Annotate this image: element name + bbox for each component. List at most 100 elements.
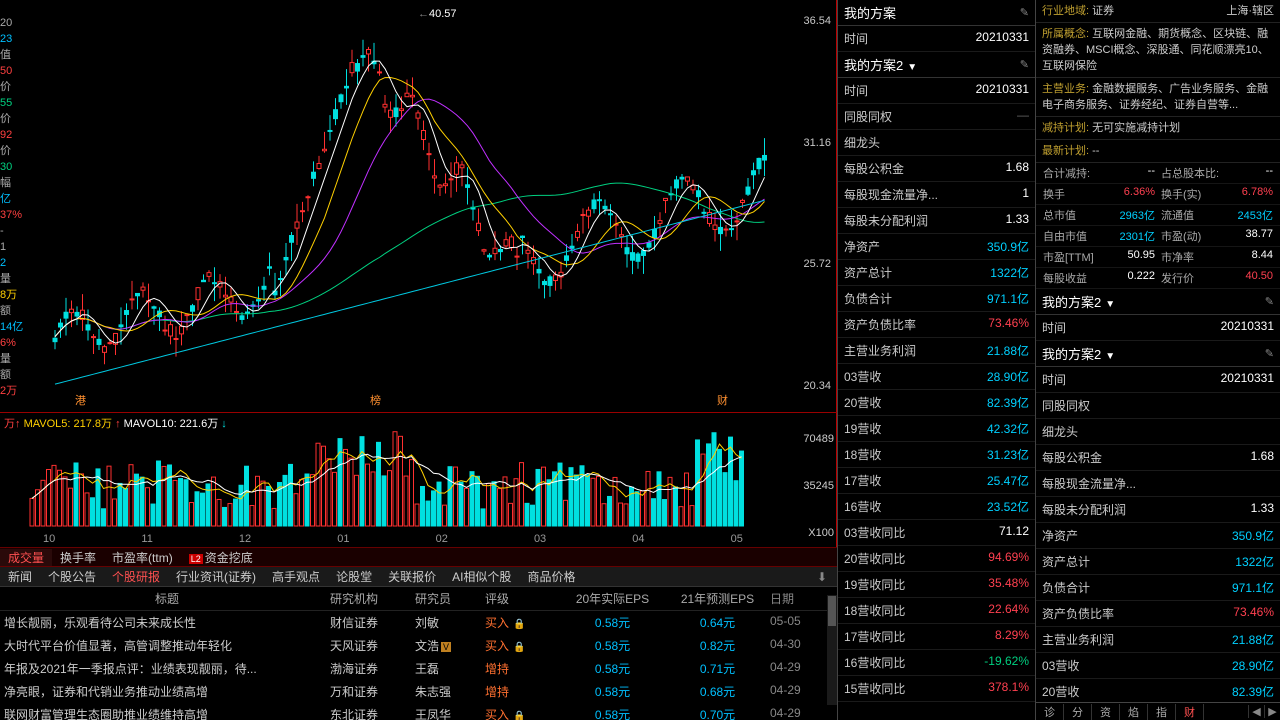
data-row: 同股同权— bbox=[838, 104, 1035, 130]
volume-axis: 70489 35245 X100 bbox=[803, 433, 834, 574]
news-tab[interactable]: 关联报价 bbox=[380, 568, 444, 585]
news-tab[interactable]: 高手观点 bbox=[264, 568, 328, 585]
financial-column-1: 我的方案 ✎ 时间 20210331 我的方案2▼ ✎ 时间 20210331 … bbox=[837, 0, 1035, 720]
news-tab[interactable]: 新闻 bbox=[0, 568, 40, 585]
indicator-tab[interactable]: 市盈率(ttm) bbox=[104, 549, 181, 566]
data-row: 负债合计971.1亿 bbox=[838, 286, 1035, 312]
data-row: 03营收同比71.12 bbox=[838, 520, 1035, 546]
indicator-tab[interactable]: L2资金挖底 bbox=[181, 549, 261, 566]
edit-icon[interactable]: ✎ bbox=[1265, 347, 1274, 360]
data-row: 17营收25.47亿 bbox=[838, 468, 1035, 494]
scheme-header-4[interactable]: 我的方案2▼ ✎ bbox=[1036, 341, 1280, 367]
news-tab[interactable]: 个股公告 bbox=[40, 568, 104, 585]
data-row: 资产总计1322亿 bbox=[1036, 549, 1280, 575]
time-row: 时间 20210331 bbox=[1036, 367, 1280, 393]
data-row: 03营收28.90亿 bbox=[838, 364, 1035, 390]
data-row: 20营收同比94.69% bbox=[838, 546, 1035, 572]
data-row: 15营收同比378.1% bbox=[838, 676, 1035, 702]
data-row: 同股同权 bbox=[1036, 393, 1280, 419]
data-row: 16营收23.52亿 bbox=[838, 494, 1035, 520]
news-tab[interactable]: AI相似个股 bbox=[444, 568, 519, 585]
indicator-tab[interactable]: 成交量 bbox=[0, 549, 52, 566]
edit-icon[interactable]: ✎ bbox=[1020, 58, 1029, 71]
data-row: 净资产350.9亿 bbox=[838, 234, 1035, 260]
bottom-tab[interactable]: 焰 bbox=[1120, 704, 1148, 720]
nav-arrow[interactable]: ◀ bbox=[1248, 705, 1264, 718]
info-row: 所属概念: 互联网金融、期货概念、区块链、融资融券、MSCI概念、深股通、同花顺… bbox=[1036, 23, 1280, 78]
bottom-tab[interactable]: 资 bbox=[1092, 704, 1120, 720]
data-row: 主营业务利润21.88亿 bbox=[1036, 627, 1280, 653]
scheme-header-1[interactable]: 我的方案 ✎ bbox=[838, 0, 1035, 26]
data-row: 资产负债比率73.46% bbox=[838, 312, 1035, 338]
data-row: 16营收同比-19.62% bbox=[838, 650, 1035, 676]
data-row: 每股现金流量净...1 bbox=[838, 182, 1035, 208]
data-row: 20营收82.39亿 bbox=[1036, 679, 1280, 702]
right-panel: 我的方案 ✎ 时间 20210331 我的方案2▼ ✎ 时间 20210331 … bbox=[837, 0, 1280, 720]
bottom-tab[interactable]: 诊 bbox=[1036, 704, 1064, 720]
edit-icon[interactable]: ✎ bbox=[1265, 295, 1274, 308]
info-row: 最新计划: -- bbox=[1036, 140, 1280, 163]
scheme-header-2[interactable]: 我的方案2▼ ✎ bbox=[838, 52, 1035, 78]
data-row: 每股公积金1.68 bbox=[838, 156, 1035, 182]
table-header: 标题 研究机构 研究员 评级 20年实际EPS 21年预测EPS 日期 bbox=[0, 587, 837, 611]
data-row: 细龙头 bbox=[838, 130, 1035, 156]
time-row: 时间 20210331 bbox=[838, 26, 1035, 52]
data-row: 18营收同比22.64% bbox=[838, 598, 1035, 624]
nav-arrow[interactable]: ▶ bbox=[1264, 705, 1280, 718]
data-row: 负债合计971.1亿 bbox=[1036, 575, 1280, 601]
table-row[interactable]: 大时代平台价值显著，高管调整推动年轻化天风证券文浩V买入🔒0.58元0.82元0… bbox=[0, 634, 837, 657]
news-tab[interactable]: 商品价格 bbox=[519, 568, 583, 585]
volume-panel[interactable]: 万↑ MAVOL5: 217.8万 ↑ MAVOL10: 221.6万 ↓ 70… bbox=[0, 412, 837, 547]
info-row: 行业地域: 证券 上海·辖区 bbox=[1036, 0, 1280, 23]
mavol10-label: MAVOL10: 221.6万 bbox=[124, 418, 219, 430]
metric-row: 市盈[TTM]50.95市净率8.44 bbox=[1036, 247, 1280, 268]
data-row: 资产负债比率73.46% bbox=[1036, 601, 1280, 627]
data-row: 20营收82.39亿 bbox=[838, 390, 1035, 416]
left-axis-labels: 2023值50价55价92价30幅亿37%-12量8万额14亿6%量额2万 bbox=[0, 15, 23, 399]
edit-icon[interactable]: ✎ bbox=[1020, 6, 1029, 19]
research-table: 标题 研究机构 研究员 评级 20年实际EPS 21年预测EPS 日期 增长靓丽… bbox=[0, 587, 837, 720]
table-row[interactable]: 增长靓丽，乐观看待公司未来成长性财信证券刘敏买入🔒0.58元0.64元05-05 bbox=[0, 611, 837, 634]
indicator-tab[interactable]: 换手率 bbox=[52, 549, 104, 566]
data-row: 每股未分配利润1.33 bbox=[838, 208, 1035, 234]
data-row: 19营收同比35.48% bbox=[838, 572, 1035, 598]
price-tick: 31.16 bbox=[792, 137, 834, 149]
news-tab[interactable]: 行业资讯(证券) bbox=[168, 568, 264, 585]
download-icon[interactable]: ⬇ bbox=[817, 570, 827, 584]
bottom-tab[interactable]: 指 bbox=[1148, 704, 1176, 720]
peak-annotation: ←40.57 bbox=[418, 8, 457, 20]
news-tabs: 新闻个股公告个股研报行业资讯(证券)高手观点论股堂关联报价AI相似个股商品价格 ⬇ bbox=[0, 567, 837, 587]
data-row: 每股现金流量净... bbox=[1036, 471, 1280, 497]
price-tick: 36.54 bbox=[792, 15, 834, 27]
indicator-tabs: 成交量换手率市盈率(ttm)L2资金挖底 bbox=[0, 547, 837, 567]
data-row: 17营收同比8.29% bbox=[838, 624, 1035, 650]
scrollbar[interactable] bbox=[827, 595, 837, 705]
metric-row: 自由市值2301亿市盈(动)38.77 bbox=[1036, 226, 1280, 247]
data-row: 19营收42.32亿 bbox=[838, 416, 1035, 442]
left-panel: 2023值50价55价92价30幅亿37%-12量8万额14亿6%量额2万 36… bbox=[0, 0, 837, 720]
time-row: 时间 20210331 bbox=[838, 78, 1035, 104]
volume-bars bbox=[0, 431, 780, 531]
mavol5-label: MAVOL5: 217.8万 bbox=[24, 418, 112, 430]
time-row: 时间 20210331 bbox=[1036, 315, 1280, 341]
date-axis: 1011120102030405 bbox=[0, 533, 786, 545]
news-tab[interactable]: 论股堂 bbox=[328, 568, 380, 585]
scheme-header-3[interactable]: 我的方案2▼ ✎ bbox=[1036, 289, 1280, 315]
info-row: 减持计划: 无可实施减持计划 bbox=[1036, 117, 1280, 140]
table-row[interactable]: 年报及2021年一季报点评：业绩表现靓丽，待...渤海证券王磊增持0.58元0.… bbox=[0, 657, 837, 680]
table-row[interactable]: 净亮眼，证券和代销业务推动业绩高增万和证券朱志强增持0.58元0.68元04-2… bbox=[0, 680, 837, 703]
bottom-tab[interactable]: 分 bbox=[1064, 704, 1092, 720]
volume-header: 万↑ MAVOL5: 217.8万 ↑ MAVOL10: 221.6万 ↓ bbox=[0, 413, 836, 433]
price-tick: 20.34 bbox=[792, 380, 834, 392]
metric-row: 合计减持:--占总股本比:-- bbox=[1036, 163, 1280, 184]
candlestick-chart[interactable]: 2023值50价55价92价30幅亿37%-12量8万额14亿6%量额2万 36… bbox=[0, 0, 837, 412]
price-axis: 36.54 31.16 25.72 20.34 bbox=[792, 0, 834, 412]
chart-svg bbox=[0, 0, 836, 412]
data-row: 资产总计1322亿 bbox=[838, 260, 1035, 286]
data-row: 每股公积金1.68 bbox=[1036, 445, 1280, 471]
metric-row: 总市值2963亿流通值2453亿 bbox=[1036, 205, 1280, 226]
news-tab[interactable]: 个股研报 bbox=[104, 568, 168, 585]
table-row[interactable]: 联网财富管理生态圈助推业绩维持高增东北证券王凤华买入🔒0.58元0.70元04-… bbox=[0, 703, 837, 720]
info-row: 主营业务: 金融数据服务、广告业务服务、金融电子商务服务、证券经纪、证券自营等.… bbox=[1036, 78, 1280, 117]
bottom-tab[interactable]: 财 bbox=[1176, 704, 1204, 720]
